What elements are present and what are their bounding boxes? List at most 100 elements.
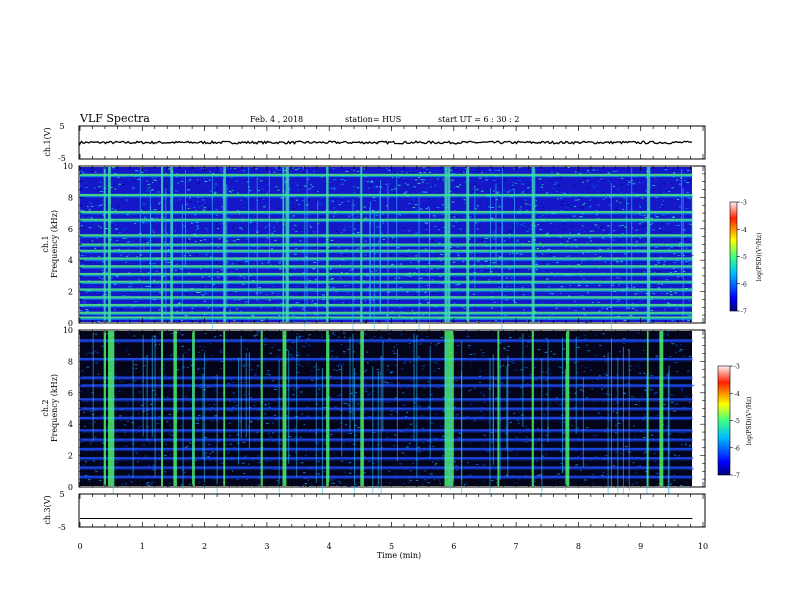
broadband-spike — [501, 194, 503, 339]
spectrogram-pixel — [215, 361, 219, 363]
spectrogram-pixel — [430, 268, 433, 270]
spectrogram-pixel — [536, 269, 538, 271]
spectrogram-pixel — [320, 197, 322, 199]
spectrogram-pixel — [440, 337, 444, 338]
spectrogram-pixel — [375, 270, 377, 272]
spectrogram-pixel — [648, 435, 651, 437]
spectrogram-pixel — [656, 472, 659, 474]
spectrogram-pixel — [191, 223, 194, 225]
spectrogram-pixel — [522, 190, 525, 192]
spectrogram-pixel — [539, 474, 543, 476]
spectrogram-pixel — [505, 474, 508, 476]
spectrogram-pixel — [578, 197, 582, 199]
spectrogram-pixel — [518, 473, 521, 475]
spectrogram-pixel — [257, 178, 260, 180]
spectrogram-pixel — [572, 364, 575, 366]
spectrogram-pixel — [471, 256, 473, 258]
spectrogram-pixel — [519, 209, 522, 211]
spectrogram-pixel — [229, 292, 232, 294]
spectrogram-pixel — [235, 451, 238, 452]
spectrogram-pixel — [423, 479, 427, 481]
spectrogram-pixel — [551, 303, 554, 305]
spectrogram-pixel — [478, 177, 482, 179]
spectrogram-pixel — [147, 286, 151, 287]
spectrogram-pixel — [299, 336, 301, 338]
spectrogram-pixel — [356, 187, 360, 189]
spectrogram-pixel — [666, 423, 668, 425]
spectrogram-pixel — [434, 190, 438, 192]
spectrogram-pixel — [507, 191, 510, 193]
spectrogram-pixel — [127, 420, 129, 422]
spectrogram-pixel — [84, 362, 86, 364]
spectrogram-pixel — [146, 279, 149, 281]
spectrogram-pixel — [645, 177, 648, 178]
spectrogram-pixel — [276, 421, 278, 423]
spectrogram-pixel — [406, 172, 408, 173]
spectrogram-pixel — [191, 363, 193, 365]
spectrogram-pixel — [315, 209, 319, 211]
spectrogram-pixel — [463, 216, 466, 218]
spectrogram-pixel — [519, 253, 523, 255]
spectrogram-pixel — [230, 405, 232, 407]
broadband-spike — [352, 199, 354, 348]
spectrogram-pixel — [347, 404, 351, 406]
spectrogram-pixel — [461, 293, 464, 295]
spectrogram-pixel — [640, 292, 643, 294]
spectrogram-pixel — [615, 474, 617, 476]
spectrogram-pixel — [618, 284, 620, 286]
spectrogram-pixel — [170, 354, 173, 356]
spectrogram-pixel — [183, 255, 186, 257]
spectrogram-pixel — [530, 395, 532, 397]
spectrogram-pixel — [216, 225, 219, 227]
spectrogram-pixel — [663, 183, 666, 185]
spectrogram-pixel — [594, 184, 598, 186]
spectrogram-pixel — [576, 346, 580, 348]
spectrogram-pixel — [572, 184, 575, 186]
spectrogram-pixel — [92, 308, 96, 310]
spectrogram-pixel — [257, 455, 260, 457]
spectrogram-pixel — [153, 209, 157, 211]
spectrogram-pixel — [335, 230, 338, 232]
spectrogram-pixel — [246, 348, 249, 350]
spectrogram-pixel — [174, 230, 177, 232]
spectrogram-pixel — [620, 224, 624, 226]
spectrogram-pixel — [676, 260, 679, 262]
spectrogram-pixel — [472, 293, 476, 295]
spectrogram-pixel — [346, 200, 350, 202]
spectrogram-pixel — [577, 264, 580, 266]
spectrogram-pixel — [313, 303, 317, 305]
spectrogram-pixel — [520, 206, 522, 208]
spectrogram-pixel — [219, 287, 223, 289]
spectrogram-pixel — [303, 472, 306, 474]
spectrogram-pixel — [398, 412, 400, 414]
spectrogram-pixel — [472, 280, 474, 281]
spectrogram-pixel — [667, 223, 670, 225]
spectrogram-pixel — [128, 383, 131, 385]
spectrogram-pixel — [549, 403, 551, 404]
spectrogram-pixel — [430, 179, 433, 181]
spectrogram-pixel — [546, 263, 549, 265]
spectrogram-pixel — [197, 368, 200, 370]
spectrogram-pixel — [391, 263, 394, 265]
spectrogram-pixel — [84, 254, 87, 256]
spectrogram-pixel — [105, 455, 107, 457]
spectrogram-pixel — [402, 392, 404, 394]
spectrogram-pixel — [240, 263, 243, 265]
spectrogram-pixel — [518, 432, 521, 434]
spectrogram-pixel — [386, 205, 389, 207]
spectrogram-pixel — [100, 199, 104, 201]
spectrogram-pixel — [247, 364, 249, 366]
spectrogram-pixel — [468, 253, 472, 255]
spectrogram-pixel — [224, 353, 226, 355]
spectrogram-pixel — [349, 226, 351, 228]
frequency-band — [80, 272, 693, 276]
spectrogram-pixel — [608, 180, 610, 182]
spectrogram-pixel — [137, 461, 139, 463]
spectrogram-pixel — [335, 370, 339, 371]
spectrogram-pixel — [116, 276, 119, 278]
spectrogram-pixel — [440, 270, 442, 272]
spectrogram-pixel — [251, 269, 253, 271]
spectrogram-pixel — [674, 362, 678, 364]
spectrogram-pixel — [683, 395, 685, 397]
spectrogram-pixel — [277, 349, 281, 351]
